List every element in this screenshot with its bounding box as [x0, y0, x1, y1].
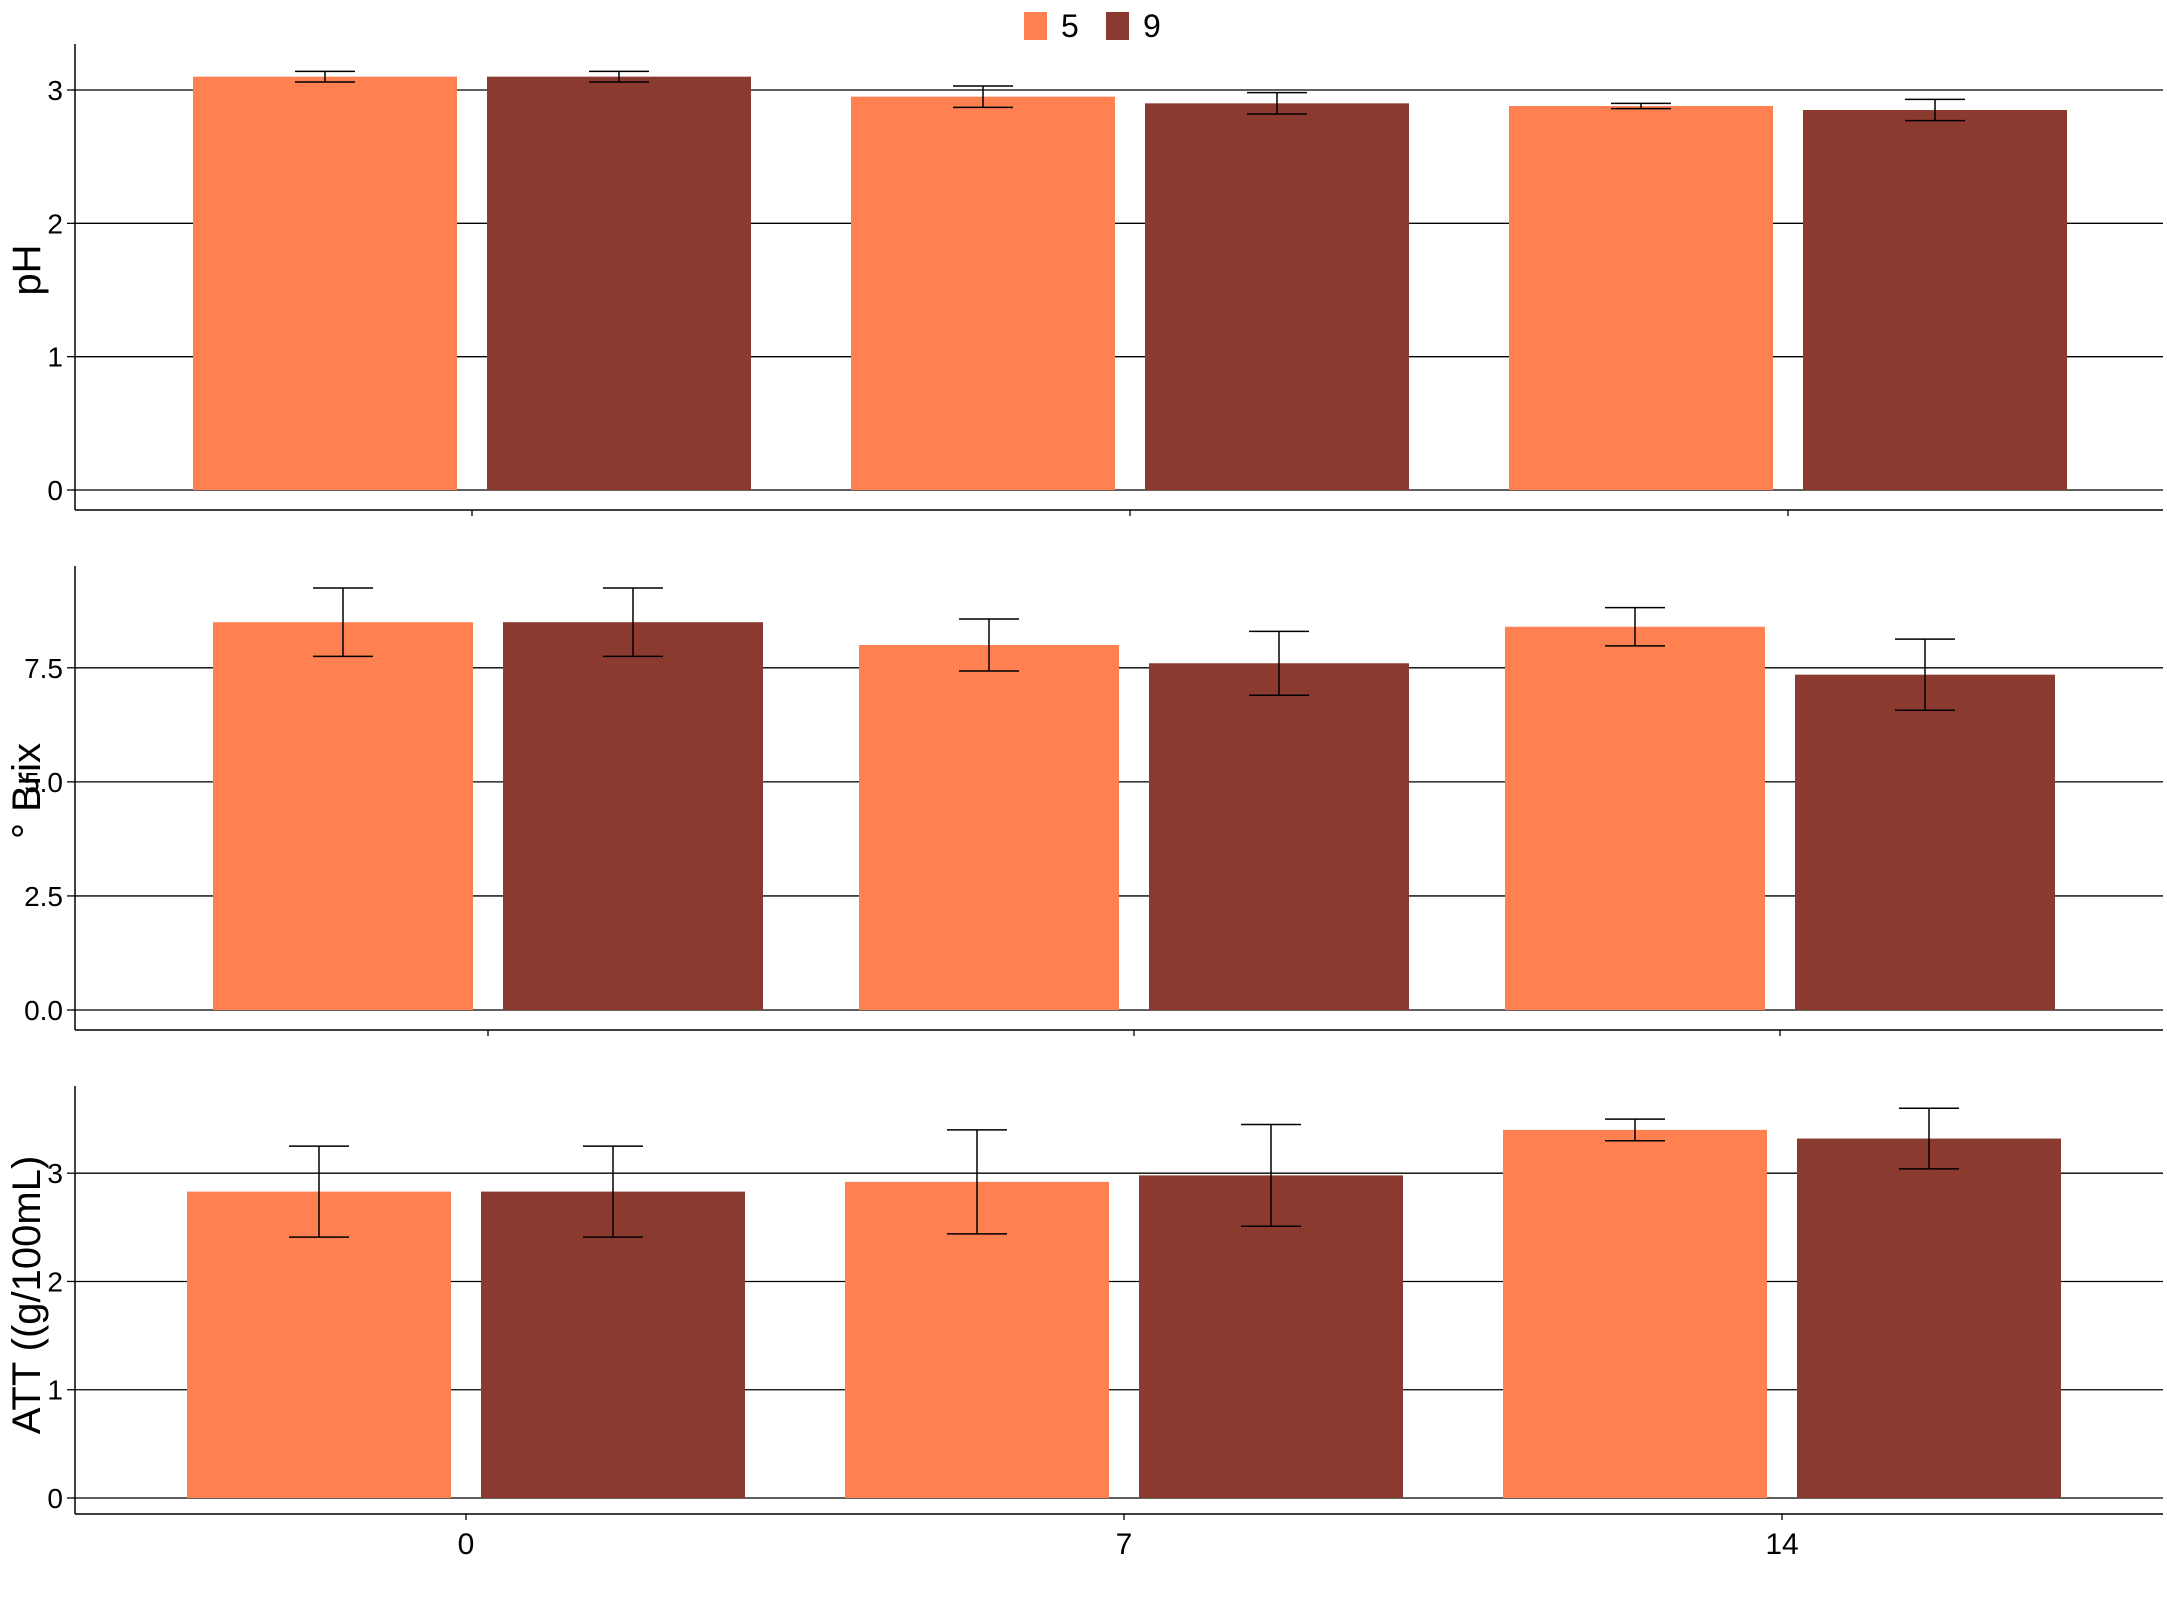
y-axis-title: ° Brix: [5, 743, 49, 839]
bar-series-5-cat-0: [187, 1191, 451, 1498]
legend-item-9: 9: [1106, 8, 1161, 44]
y-tick-label: 1: [47, 1375, 63, 1406]
y-tick-label: 1: [47, 342, 63, 373]
y-tick-label: 7.5: [24, 653, 63, 684]
bar-series-9-cat-14: [1795, 674, 2055, 1010]
y-tick-label: 0: [47, 1483, 63, 1514]
bar-series-9-cat-14: [1797, 1138, 2061, 1498]
bar-series-9-cat-0: [503, 622, 763, 1010]
y-tick-label: 3: [47, 1158, 63, 1189]
x-tick-label: 7: [1116, 1528, 1133, 1561]
bar-series-9-cat-7: [1145, 103, 1409, 490]
y-axis-title: pH: [5, 244, 49, 295]
bar-series-9-cat-7: [1149, 663, 1409, 1010]
legend-item-5: 5: [1024, 8, 1079, 44]
bar-series-5-cat-14: [1503, 1129, 1767, 1498]
x-tick-label: 0: [458, 1528, 475, 1561]
legend-label-5: 5: [1061, 7, 1079, 44]
legend-label-9: 9: [1143, 7, 1161, 44]
bar-series-5-cat-14: [1509, 106, 1773, 490]
bar-series-9-cat-14: [1803, 110, 2067, 490]
y-tick-label: 0.0: [24, 995, 63, 1026]
bar-series-5-cat-0: [213, 622, 473, 1010]
bar-series-5-cat-14: [1505, 626, 1765, 1010]
bar-series-5-cat-0: [193, 76, 457, 491]
bar-series-9-cat-0: [481, 1191, 745, 1498]
y-axis-title: ATT ((g/100mL): [5, 1156, 49, 1435]
y-tick-label: 2: [47, 208, 63, 239]
legend-swatch-5: [1024, 12, 1047, 40]
legend-swatch-9: [1106, 12, 1129, 40]
bar-series-9-cat-7: [1139, 1175, 1403, 1498]
y-tick-label: 3: [47, 75, 63, 106]
y-tick-label: 0: [47, 475, 63, 506]
bar-series-5-cat-7: [859, 645, 1119, 1010]
y-tick-label: 5.0: [24, 767, 63, 798]
bar-series-5-cat-7: [851, 96, 1115, 491]
y-tick-label: 2: [47, 1266, 63, 1297]
bar-series-9-cat-0: [487, 76, 751, 491]
x-tick-label: 14: [1765, 1528, 1798, 1561]
y-tick-label: 2.5: [24, 881, 63, 912]
legend: 5 9: [0, 4, 2167, 46]
